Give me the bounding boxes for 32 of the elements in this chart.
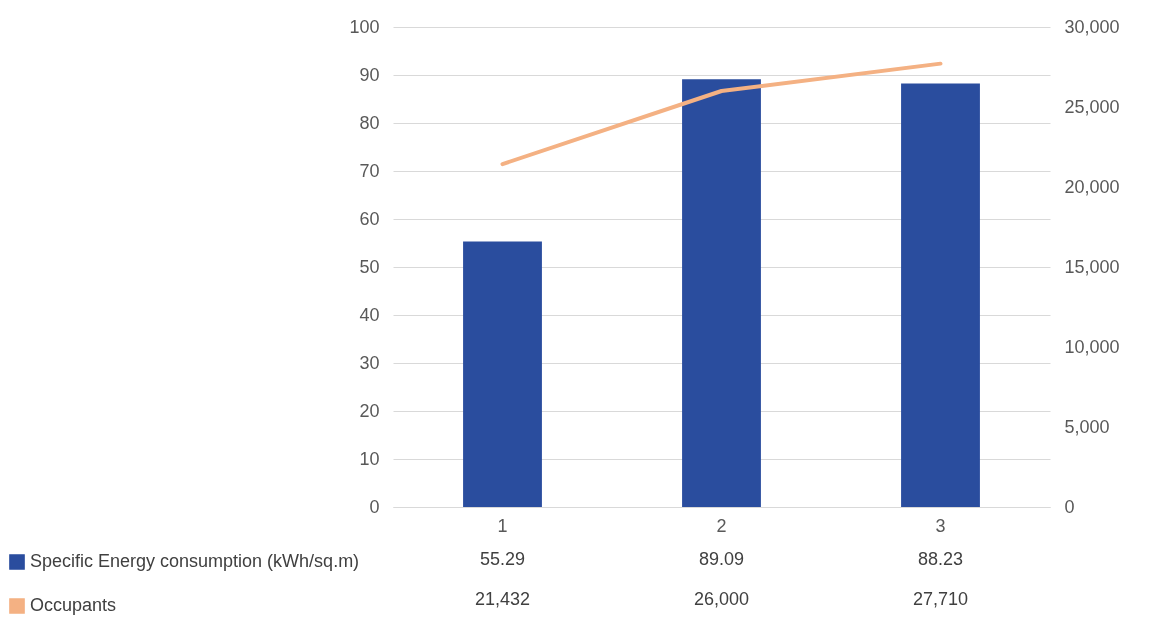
x-tick-label: 1: [497, 515, 508, 536]
y2-tick-label: 15,000: [1064, 256, 1120, 277]
y-tick-label: 90: [359, 64, 380, 85]
data-label: 89.09: [698, 549, 745, 569]
y-tick-label: 10: [359, 448, 380, 469]
bar: [682, 79, 761, 507]
y-tick-label: 20: [359, 400, 380, 421]
x-tick-label: 3: [935, 515, 946, 536]
data-label: 55.29: [479, 549, 526, 569]
y-tick-label: 50: [359, 256, 380, 277]
y2-tick-label: 5,000: [1064, 416, 1110, 437]
y2-tick-label: 0: [1064, 496, 1075, 517]
data-label: 21,432: [474, 589, 531, 609]
y2-tick-label: 20,000: [1064, 176, 1120, 197]
y2-tick-label: 10,000: [1064, 336, 1120, 357]
legend-label: Specific Energy consumption (kWh/sq.m): [30, 551, 360, 571]
y-tick-label: 0: [369, 496, 380, 517]
data-label: 27,710: [912, 589, 969, 609]
y-tick-label: 30: [359, 352, 380, 373]
y-tick-label: 60: [359, 208, 380, 229]
y2-tick-label: 30,000: [1064, 16, 1120, 37]
bar: [901, 83, 980, 507]
y2-tick-label: 25,000: [1064, 96, 1120, 117]
y-tick-label: 40: [359, 304, 380, 325]
y-tick-label: 70: [359, 160, 380, 181]
data-label: 88.23: [917, 549, 964, 569]
y-tick-label: 80: [359, 112, 380, 133]
bar: [463, 241, 542, 507]
x-tick-label: 2: [716, 515, 727, 536]
y-tick-label: 100: [349, 16, 380, 37]
data-label: 26,000: [693, 589, 750, 609]
legend-label: Occupants: [30, 595, 117, 615]
